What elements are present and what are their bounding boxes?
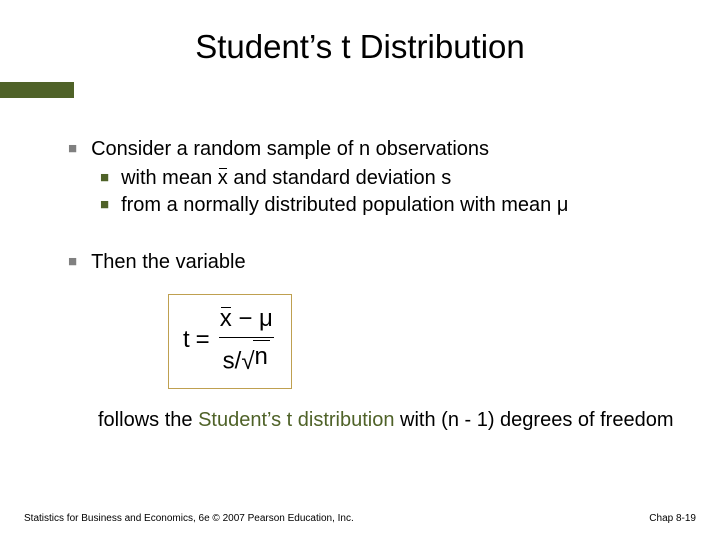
equals-sign: = xyxy=(196,324,210,356)
slide: Student’s t Distribution ■ Consider a ra… xyxy=(0,0,720,540)
highlight-text: Student’s t distribution xyxy=(198,409,394,431)
mu-symbol: μ xyxy=(259,305,273,332)
content-area: ■ Consider a random sample of n observat… xyxy=(40,136,680,434)
numerator: x − μ xyxy=(216,303,277,337)
footer-right: Chap 8-19 xyxy=(649,513,696,524)
accent-bar xyxy=(0,82,74,98)
formula: t = x − μ s/√n xyxy=(183,303,277,378)
text-fragment: with (n - 1) degrees of freedom xyxy=(394,409,673,431)
footer-left: Statistics for Business and Economics, 6… xyxy=(24,513,354,524)
formula-container: t = x − μ s/√n xyxy=(168,294,680,389)
bullet-text: with mean x and standard deviation s xyxy=(121,165,451,192)
footer: Statistics for Business and Economics, 6… xyxy=(24,513,696,524)
square-bullet-icon: ■ xyxy=(100,195,109,219)
text-fragment: follows the xyxy=(98,409,198,431)
denominator: s/√n xyxy=(219,337,274,378)
follows-text: follows the Student’s t distribution wit… xyxy=(98,407,680,434)
bullet-text: from a normally distributed population w… xyxy=(121,192,568,219)
square-bullet-icon: ■ xyxy=(68,252,77,276)
formula-box: t = x − μ s/√n xyxy=(168,294,292,389)
square-bullet-icon: ■ xyxy=(100,168,109,192)
bullet-text: Then the variable xyxy=(91,249,246,276)
fraction: x − μ s/√n xyxy=(216,303,277,378)
text-fragment: with mean xyxy=(121,167,218,189)
s-slash: s/ xyxy=(223,348,242,375)
xbar-symbol: x xyxy=(218,165,228,192)
spacer xyxy=(68,219,680,249)
square-bullet-icon: ■ xyxy=(68,139,77,163)
minus-sign: − xyxy=(232,305,259,332)
bullet-level2: ■ with mean x and standard deviation s xyxy=(100,165,680,192)
bullet-level1: ■ Then the variable xyxy=(68,249,680,276)
text-fragment: and standard deviation s xyxy=(228,167,452,189)
xbar-symbol: x xyxy=(220,303,232,335)
page-title: Student’s t Distribution xyxy=(40,28,680,66)
bullet-text: Consider a random sample of n observatio… xyxy=(91,136,489,163)
sqrt-arg: n xyxy=(253,340,270,373)
bullet-level1: ■ Consider a random sample of n observat… xyxy=(68,136,680,163)
sqrt: √n xyxy=(241,340,270,373)
bullet-level2: ■ from a normally distributed population… xyxy=(100,192,680,219)
formula-lhs: t xyxy=(183,324,190,356)
